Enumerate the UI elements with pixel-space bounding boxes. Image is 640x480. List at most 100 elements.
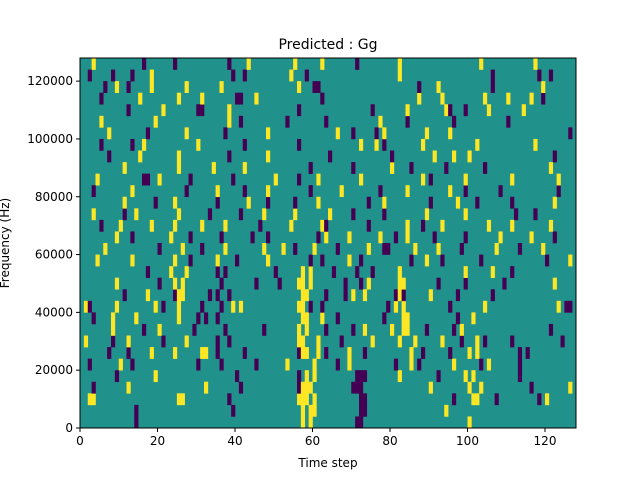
heatmap-cell: [157, 173, 162, 186]
heatmap-cell: [359, 254, 364, 267]
x-tick-label: 60: [305, 434, 320, 448]
heatmap-cell: [99, 115, 104, 128]
heatmap-cell: [483, 162, 488, 174]
heatmap-cell: [304, 289, 309, 302]
heatmap-cell: [467, 416, 472, 429]
heatmap-cell: [161, 104, 166, 117]
heatmap-cell: [393, 289, 399, 302]
heatmap-cell: [463, 370, 468, 383]
heatmap-cell: [401, 300, 406, 313]
heatmap-cell: [300, 404, 306, 417]
heatmap-cell: [142, 138, 147, 151]
heatmap-cell: [320, 92, 325, 105]
heatmap-cell: [393, 300, 399, 313]
heatmap-cell: [459, 323, 464, 336]
heatmap-cell: [537, 69, 542, 82]
heatmap-cell: [471, 370, 476, 383]
heatmap-cell: [277, 277, 282, 290]
heatmap-cell: [200, 300, 205, 313]
heatmap-cell: [300, 312, 306, 325]
heatmap-cell: [339, 335, 344, 348]
heatmap-cell: [266, 196, 271, 209]
heatmap-cell: [463, 231, 468, 244]
heatmap-cell: [87, 300, 92, 313]
heatmap-cell: [362, 393, 368, 406]
heatmap-cell: [231, 69, 236, 82]
heatmap-cell: [459, 243, 464, 255]
heatmap-cell: [99, 92, 104, 105]
heatmap-cell: [300, 347, 306, 359]
heatmap-cell: [382, 196, 387, 209]
heatmap-cell: [235, 254, 240, 267]
heatmap-cell: [254, 277, 259, 290]
heatmap-cell: [180, 289, 185, 302]
heatmap-cell: [552, 196, 557, 209]
heatmap-cell: [308, 300, 313, 313]
heatmap-cell: [211, 162, 216, 174]
heatmap-cell: [192, 323, 197, 336]
y-tick-label: 100000: [27, 132, 73, 146]
heatmap-cell: [142, 58, 147, 70]
heatmap-cell: [374, 127, 379, 140]
heatmap-cell: [335, 312, 340, 325]
heatmap-cell: [304, 312, 309, 325]
heatmap-cell: [328, 208, 333, 221]
heatmap-cell: [463, 277, 468, 290]
heatmap-cell: [436, 370, 441, 383]
heatmap-cell: [95, 254, 100, 267]
heatmap-cell: [196, 358, 201, 371]
heatmap-cell: [362, 347, 368, 359]
heatmap-cell: [335, 127, 340, 140]
heatmap-cell: [184, 127, 189, 140]
heatmap-cell: [316, 81, 321, 93]
heatmap-cell: [134, 404, 139, 417]
heatmap-cell: [130, 185, 135, 198]
heatmap-cell: [289, 219, 294, 232]
heatmap-cell: [452, 150, 457, 163]
heatmap-cell: [118, 219, 123, 232]
heatmap-cell: [180, 277, 185, 290]
heatmap-cell: [510, 266, 515, 278]
heatmap-cell: [424, 208, 430, 221]
heatmap-cell: [215, 254, 220, 267]
heatmap-cell: [525, 347, 530, 359]
heatmap-cell: [157, 243, 162, 255]
heatmap-cell: [176, 162, 182, 174]
heatmap-cell: [304, 370, 309, 383]
heatmap-cell: [297, 323, 302, 336]
heatmap-cell: [390, 323, 395, 336]
heatmap-cell: [498, 231, 503, 244]
heatmap-cell: [312, 393, 317, 406]
heatmap-cell: [405, 115, 410, 128]
heatmap-cell: [242, 69, 247, 82]
heatmap-cell: [176, 208, 182, 221]
heatmap-cell: [153, 370, 158, 383]
heatmap-cell: [254, 92, 259, 105]
heatmap-cell: [219, 231, 224, 244]
heatmap-cell: [316, 347, 321, 359]
heatmap-cell: [227, 289, 232, 302]
heatmap-cell: [324, 219, 329, 232]
heatmap-cell: [486, 219, 492, 232]
heatmap-cell: [471, 393, 476, 406]
heatmap-cell: [308, 254, 313, 267]
heatmap-cell: [417, 358, 422, 371]
heatmap-cell: [397, 335, 402, 348]
heatmap-cell: [83, 335, 89, 348]
heatmap-cell: [145, 173, 151, 186]
heatmap-cell: [126, 381, 131, 394]
heatmap-cell: [107, 127, 112, 140]
heatmap-cell: [521, 104, 526, 117]
y-tick-label: 120000: [27, 74, 73, 88]
heatmap-cell: [568, 254, 573, 267]
heatmap-cell: [173, 277, 178, 290]
heatmap-cell: [173, 196, 178, 209]
heatmap-cell: [207, 208, 213, 221]
heatmap-cell: [359, 138, 364, 151]
heatmap-cell: [463, 208, 468, 221]
heatmap-cell: [122, 289, 127, 302]
heatmap-cell: [300, 416, 306, 429]
heatmap-cell: [297, 381, 302, 394]
heatmap-cell: [215, 266, 220, 278]
heatmap-cell: [444, 162, 449, 174]
